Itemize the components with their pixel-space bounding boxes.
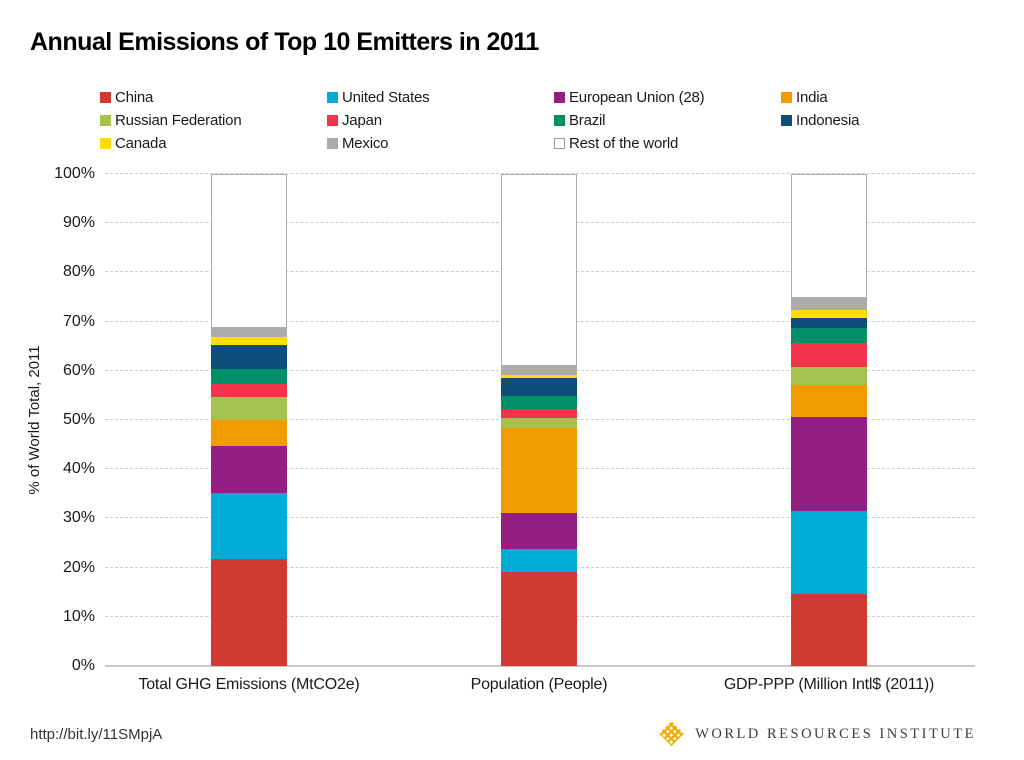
- legend-label: China: [115, 89, 154, 106]
- y-tick-label-60: 60%: [62, 361, 95, 379]
- bar-segment-european-union-28: [211, 445, 287, 494]
- x-axis-label-gdp-ppp-million-intl-2011: GDP-PPP (Million Intl$ (2011)): [723, 676, 935, 693]
- bar-segment-rest-of-the-world: [211, 174, 287, 328]
- legend-swatch-japan: [327, 115, 338, 126]
- legend-label: Indonesia: [796, 112, 860, 129]
- bar-population-people: [501, 174, 577, 666]
- legend-label: Canada: [115, 135, 167, 152]
- legend-label: Russian Federation: [115, 112, 242, 129]
- legend-swatch-european-union-28: [554, 92, 565, 103]
- bar-segment-brazil: [501, 395, 577, 409]
- legend-swatch-india: [781, 92, 792, 103]
- bar-segment-european-union-28: [501, 513, 577, 549]
- legend-swatch-united-states: [327, 92, 338, 103]
- legend-swatch-china: [100, 92, 111, 103]
- y-tick-label-90: 90%: [62, 214, 95, 232]
- bar-segment-canada: [791, 309, 867, 319]
- bar-segment-rest-of-the-world: [501, 174, 577, 366]
- bar-segment-indonesia: [211, 345, 287, 369]
- bar-segment-russian-federation: [211, 396, 287, 420]
- gridline-100: [105, 173, 975, 174]
- y-tick-label-50: 50%: [62, 411, 95, 428]
- bar-segment-india: [211, 419, 287, 446]
- legend-item-mexico: Mexico: [327, 132, 554, 155]
- bar-segment-rest-of-the-world: [791, 174, 867, 298]
- legend-item-china: China: [100, 86, 327, 109]
- legend-swatch-canada: [100, 138, 111, 149]
- bar-total-ghg-emissions-mtco2e: [211, 174, 287, 666]
- bar-gdp-ppp-million-intl-2011: [791, 174, 867, 666]
- y-tick-label-70: 70%: [62, 312, 95, 330]
- bar-segment-china: [791, 594, 867, 666]
- y-tick-label-10: 10%: [62, 607, 95, 625]
- bar-segment-india: [791, 385, 867, 418]
- source-url-link[interactable]: http://bit.ly/11SMpjA: [30, 726, 163, 743]
- legend-item-russian-federation: Russian Federation: [100, 109, 327, 132]
- wri-weave-icon: [659, 721, 685, 746]
- bar-segment-united-states: [501, 548, 577, 572]
- bar-segment-canada: [211, 337, 287, 346]
- y-tick-label-0: 0%: [71, 657, 95, 674]
- legend-label: United States: [342, 89, 430, 106]
- y-tick-label-40: 40%: [62, 460, 95, 478]
- plot-area: 0% 10% 20% 30% 40% 50% 60% 70% 80% 90% 100%: [54, 165, 975, 674]
- x-axis-label-total-ghg-emissions-mtco2e: Total GHG Emissions (MtCO2e): [138, 676, 360, 693]
- legend-swatch-brazil: [554, 115, 565, 126]
- bar-segment-japan: [211, 384, 287, 397]
- legend-item-brazil: Brazil: [554, 109, 781, 132]
- bar-segment-indonesia: [501, 378, 577, 396]
- bar-segment-russian-federation: [791, 366, 867, 386]
- legend-label: European Union (28): [569, 89, 705, 106]
- bar-segment-united-states: [791, 510, 867, 595]
- wri-logo-text: WORLD RESOURCES INSTITUTE: [695, 726, 976, 742]
- y-tick-label-80: 80%: [62, 263, 95, 281]
- wri-logo: WORLD RESOURCES INSTITUTE: [659, 721, 976, 746]
- legend-label: Mexico: [342, 135, 389, 152]
- y-tick-label-20: 20%: [62, 558, 95, 576]
- legend-swatch-russian-federation: [100, 115, 111, 126]
- x-axis-label-population-people: Population (People): [470, 676, 608, 693]
- bar-segment-brazil: [211, 368, 287, 385]
- legend-swatch-mexico: [327, 138, 338, 149]
- bar-segment-japan: [501, 408, 577, 419]
- legend: China United States European Union (28) Ind…: [100, 86, 1012, 155]
- bar-segment-brazil: [791, 328, 867, 344]
- legend-item-japan: Japan: [327, 109, 554, 132]
- bar-segment-china: [501, 571, 577, 666]
- bar-segment-india: [501, 427, 577, 514]
- legend-item-indonesia: Indonesia: [781, 109, 1008, 132]
- legend-item-european-union-28: European Union (28): [554, 86, 781, 109]
- bar-segment-mexico: [211, 328, 287, 338]
- legend-item-india: India: [781, 86, 1008, 109]
- bar-segment-russian-federation: [501, 418, 577, 428]
- legend-label: India: [796, 89, 828, 106]
- bar-segment-european-union-28: [791, 417, 867, 511]
- bar-segment-china: [211, 559, 287, 666]
- legend-item-canada: Canada: [100, 132, 327, 155]
- legend-item-rest-of-the-world: Rest of the world: [554, 132, 781, 155]
- bar-segment-mexico: [791, 297, 867, 310]
- legend-item-united-states: United States: [327, 86, 554, 109]
- bar-segment-mexico: [501, 365, 577, 376]
- bar-segment-canada: [501, 375, 577, 379]
- y-tick-label-100: 100%: [54, 165, 95, 182]
- legend-swatch-rest-of-the-world: [554, 138, 565, 149]
- chart-title: Annual Emissions of Top 10 Emitters in 2…: [30, 28, 539, 56]
- bar-segment-united-states: [211, 493, 287, 560]
- y-tick-label-30: 30%: [62, 509, 95, 527]
- legend-swatch-indonesia: [781, 115, 792, 126]
- x-axis-line: [105, 665, 975, 667]
- legend-label: Brazil: [569, 112, 606, 129]
- bar-segment-indonesia: [791, 318, 867, 328]
- legend-label: Japan: [342, 112, 382, 129]
- bar-segment-japan: [791, 343, 867, 367]
- legend-label: Rest of the world: [569, 135, 679, 152]
